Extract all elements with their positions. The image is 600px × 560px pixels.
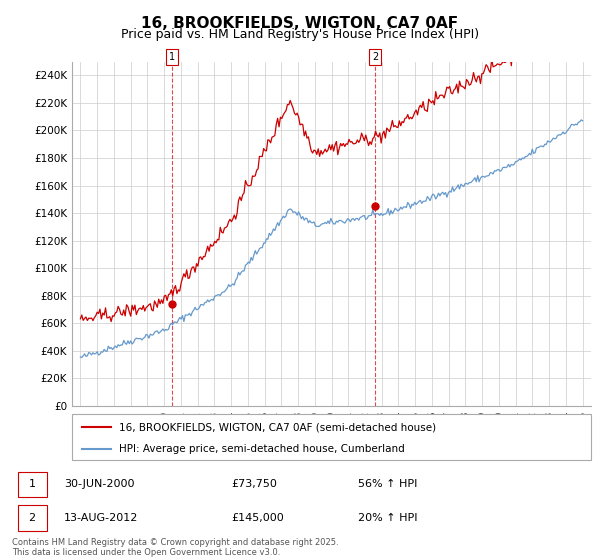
Text: Contains HM Land Registry data © Crown copyright and database right 2025.
This d: Contains HM Land Registry data © Crown c… bbox=[12, 538, 338, 557]
Bar bbox=[18, 472, 47, 497]
Text: £145,000: £145,000 bbox=[231, 513, 284, 523]
Text: 1: 1 bbox=[29, 479, 35, 489]
Text: 2: 2 bbox=[372, 52, 379, 62]
Text: 56% ↑ HPI: 56% ↑ HPI bbox=[358, 479, 417, 489]
Text: 16, BROOKFIELDS, WIGTON, CA7 0AF (semi-detached house): 16, BROOKFIELDS, WIGTON, CA7 0AF (semi-d… bbox=[119, 422, 436, 432]
Text: 2: 2 bbox=[29, 513, 36, 523]
Text: Price paid vs. HM Land Registry's House Price Index (HPI): Price paid vs. HM Land Registry's House … bbox=[121, 28, 479, 41]
Text: 1: 1 bbox=[169, 52, 176, 62]
Text: 16, BROOKFIELDS, WIGTON, CA7 0AF: 16, BROOKFIELDS, WIGTON, CA7 0AF bbox=[142, 16, 458, 31]
Text: 13-AUG-2012: 13-AUG-2012 bbox=[64, 513, 138, 523]
FancyBboxPatch shape bbox=[72, 414, 591, 460]
Text: 20% ↑ HPI: 20% ↑ HPI bbox=[358, 513, 417, 523]
Text: £73,750: £73,750 bbox=[231, 479, 277, 489]
Text: 30-JUN-2000: 30-JUN-2000 bbox=[64, 479, 134, 489]
Text: HPI: Average price, semi-detached house, Cumberland: HPI: Average price, semi-detached house,… bbox=[119, 444, 404, 454]
Bar bbox=[18, 505, 47, 531]
